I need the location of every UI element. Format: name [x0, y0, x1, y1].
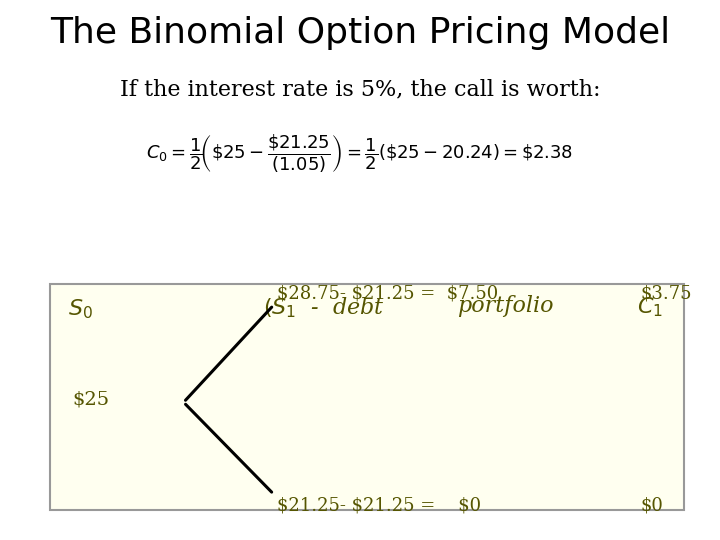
Text: $21.25- $21.25 =    $0: $21.25- $21.25 = $0: [277, 497, 482, 515]
Text: $(S_1$  -  debt: $(S_1$ - debt: [263, 295, 384, 320]
Text: If the interest rate is 5%, the call is worth:: If the interest rate is 5%, the call is …: [120, 78, 600, 100]
Text: $C_0 = \dfrac{1}{2}\!\left(\$25 - \dfrac{\$21.25}{(1.05)}\right)= \dfrac{1}{2}(\: $C_0 = \dfrac{1}{2}\!\left(\$25 - \dfrac…: [146, 132, 574, 175]
Text: $25: $25: [72, 390, 109, 409]
Text: $S_0$: $S_0$: [68, 297, 94, 321]
Text: $0: $0: [641, 497, 664, 515]
Text: portfolio: portfolio: [457, 295, 554, 318]
Text: $3.75: $3.75: [641, 285, 693, 302]
Text: The Binomial Option Pricing Model: The Binomial Option Pricing Model: [50, 16, 670, 50]
Text: $C_1$: $C_1$: [637, 295, 663, 319]
FancyBboxPatch shape: [50, 284, 684, 510]
Text: $28.75- $21.25 =  $7.50: $28.75- $21.25 = $7.50: [277, 285, 498, 302]
